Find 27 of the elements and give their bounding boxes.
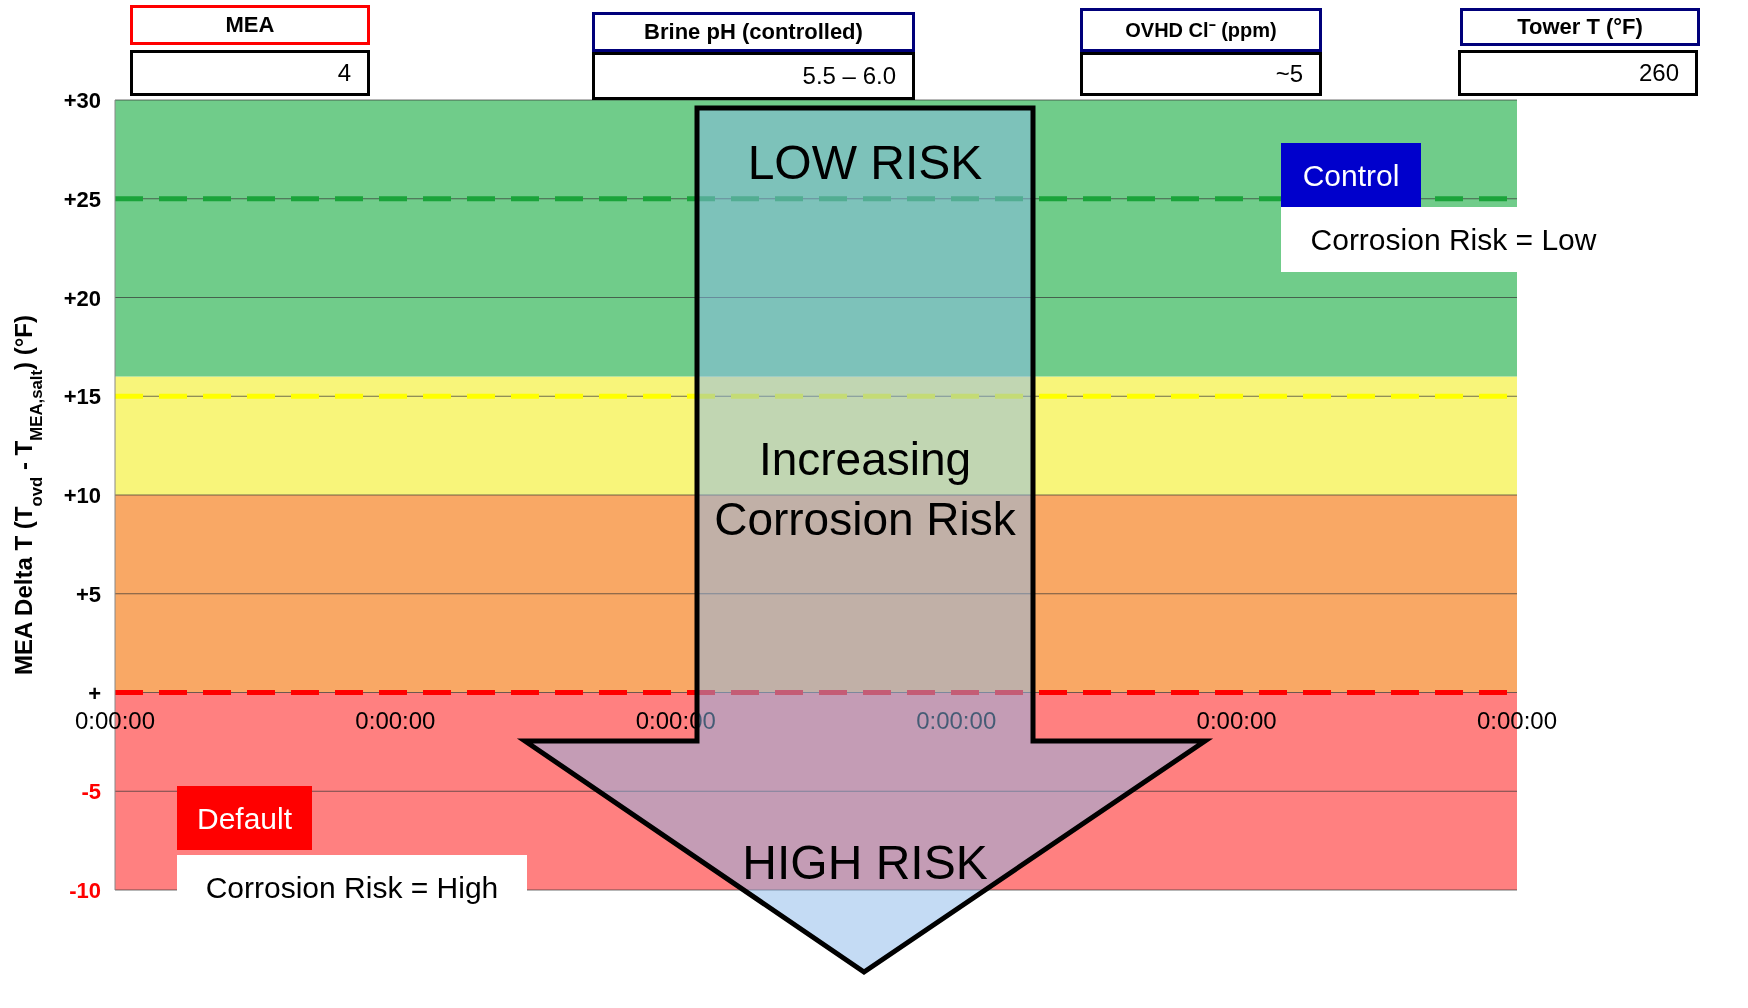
label-box: Tower T (°F)	[1460, 8, 1700, 46]
y-tick-label: -5	[81, 779, 101, 805]
x-tick-label: 0:00:00	[916, 706, 997, 734]
annotation: LOW RISK	[746, 134, 984, 191]
label-box: Default	[177, 786, 312, 850]
label-box: OVHD Cl⁻ (ppm)	[1080, 8, 1322, 52]
x-tick-label: 0:00:00	[74, 706, 156, 734]
label-box: 5.5 – 6.0	[592, 52, 915, 100]
label-box: Brine pH (controlled)	[592, 12, 915, 52]
y-tick-label: +25	[63, 186, 101, 212]
x-tick-label: 0:00:00	[1476, 706, 1558, 734]
y-tick-label: +15	[63, 384, 101, 410]
y-tick-label: +5	[75, 581, 101, 607]
x-tick-label: 0:00:00	[355, 706, 436, 734]
label-box: 260	[1458, 50, 1698, 96]
label-box: 4	[130, 50, 370, 96]
label-box: ~5	[1080, 52, 1322, 96]
annotation: HIGH RISK	[741, 834, 989, 891]
label-box: MEA	[130, 5, 370, 45]
x-tick-label: 0:00:00	[1196, 706, 1277, 734]
y-tick-label: +30	[63, 88, 101, 113]
y-tick-label: -10	[69, 878, 101, 903]
label-box: Control	[1281, 143, 1421, 207]
y-tick-label: +20	[63, 285, 101, 311]
y-tick-label: +10	[63, 483, 101, 508]
y-tick-label: +	[88, 680, 101, 706]
annotation: Increasing Corrosion Risk	[713, 432, 1017, 547]
